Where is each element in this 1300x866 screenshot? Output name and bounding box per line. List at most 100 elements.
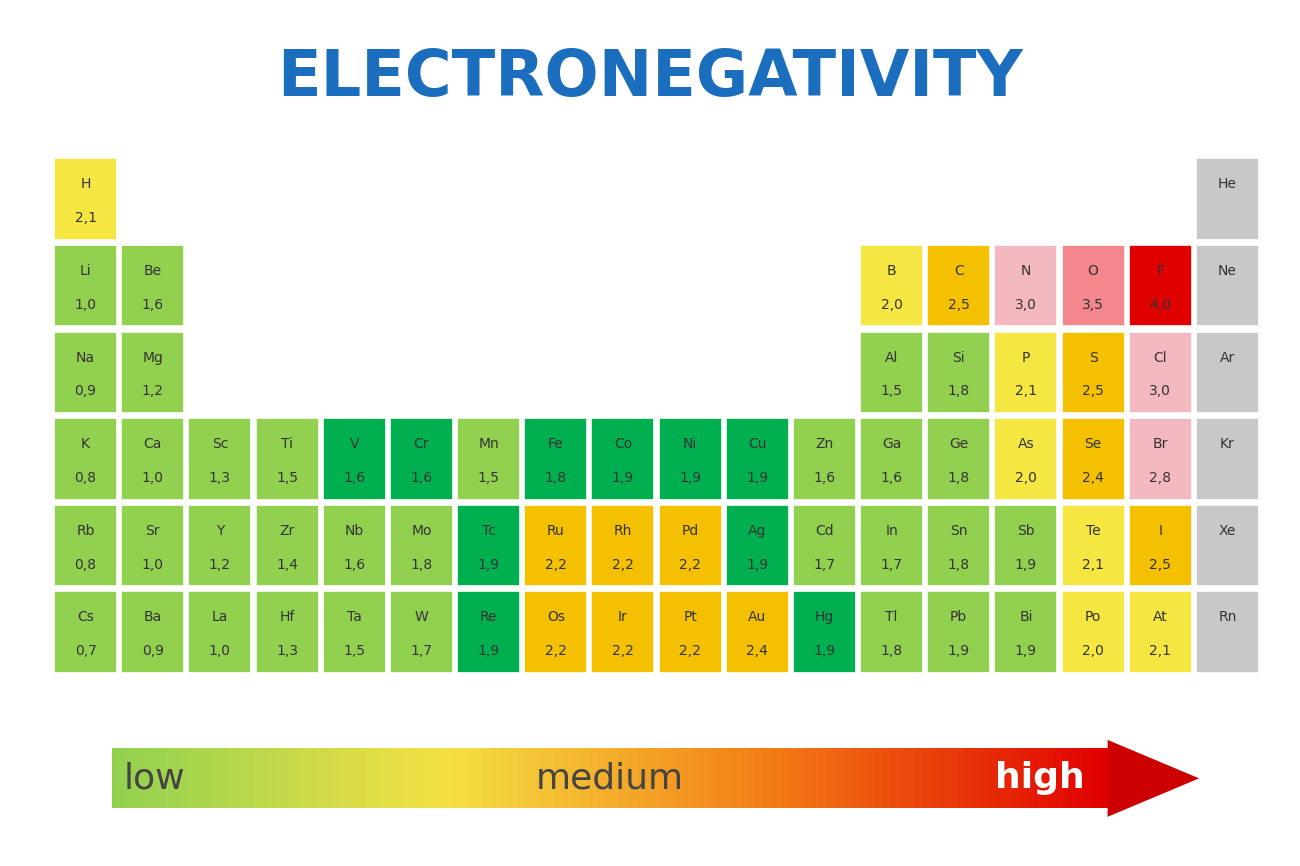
Text: 1,0: 1,0 — [209, 644, 231, 658]
Bar — [1065, 748, 1069, 809]
Bar — [493, 748, 497, 809]
Bar — [727, 748, 731, 809]
Bar — [607, 748, 611, 809]
Bar — [316, 748, 320, 809]
Bar — [1043, 748, 1047, 809]
Text: 2,0: 2,0 — [880, 298, 902, 312]
Text: In: In — [885, 524, 898, 538]
Bar — [150, 748, 152, 809]
Bar — [261, 748, 265, 809]
Text: 1,0: 1,0 — [142, 471, 164, 485]
Bar — [384, 748, 386, 809]
Bar — [217, 748, 220, 809]
Bar — [889, 748, 892, 809]
Bar — [182, 748, 185, 809]
Bar — [991, 748, 993, 809]
Text: Te: Te — [1086, 524, 1100, 538]
Bar — [854, 748, 857, 809]
Bar — [862, 748, 865, 809]
Bar — [458, 505, 520, 586]
Bar — [524, 591, 588, 673]
Text: 1,6: 1,6 — [814, 471, 836, 485]
Bar — [282, 748, 285, 809]
Bar — [348, 748, 352, 809]
Text: 1,0: 1,0 — [142, 558, 164, 572]
Text: Re: Re — [480, 611, 498, 624]
Bar — [772, 748, 775, 809]
Bar — [615, 748, 618, 809]
Bar — [478, 748, 481, 809]
Bar — [814, 748, 818, 809]
Bar — [911, 748, 914, 809]
Bar — [861, 245, 923, 326]
Bar — [403, 748, 407, 809]
Bar — [1048, 748, 1050, 809]
Text: 1,9: 1,9 — [746, 471, 768, 485]
Bar — [966, 748, 968, 809]
Text: Xe: Xe — [1218, 524, 1236, 538]
Bar — [833, 748, 837, 809]
Bar — [927, 505, 991, 586]
Bar — [490, 748, 494, 809]
Text: K: K — [81, 437, 90, 451]
Bar — [827, 748, 829, 809]
Bar — [994, 245, 1057, 326]
Bar — [927, 418, 991, 500]
Bar — [399, 748, 402, 809]
Bar — [473, 748, 476, 809]
Text: Sn: Sn — [950, 524, 967, 538]
Bar — [944, 748, 946, 809]
Bar — [458, 748, 461, 809]
Text: O: O — [1088, 264, 1098, 278]
Bar — [630, 748, 633, 809]
Text: medium: medium — [536, 761, 684, 795]
Bar — [846, 748, 849, 809]
Bar — [147, 748, 151, 809]
Bar — [1128, 418, 1192, 500]
Bar — [1097, 748, 1101, 809]
Text: Cs: Cs — [77, 611, 94, 624]
Bar — [547, 748, 551, 809]
Bar — [1034, 748, 1036, 809]
Text: Ar: Ar — [1219, 351, 1235, 365]
Bar — [226, 748, 230, 809]
Bar — [294, 748, 296, 809]
Bar — [558, 748, 560, 809]
Bar — [1128, 591, 1192, 673]
Bar — [334, 748, 337, 809]
Bar — [762, 748, 764, 809]
Bar — [369, 748, 372, 809]
Bar — [802, 748, 805, 809]
Bar — [887, 748, 889, 809]
Bar — [55, 505, 117, 586]
Bar — [1088, 748, 1091, 809]
Bar — [188, 505, 251, 586]
Bar — [680, 748, 682, 809]
Bar — [543, 748, 546, 809]
Text: Zr: Zr — [280, 524, 295, 538]
Bar — [664, 748, 668, 809]
Bar — [212, 748, 214, 809]
Text: V: V — [350, 437, 359, 451]
Bar — [322, 505, 386, 586]
Bar — [1004, 748, 1006, 809]
Text: Br: Br — [1153, 437, 1167, 451]
Bar — [204, 748, 208, 809]
Bar — [318, 748, 322, 809]
Bar — [645, 748, 647, 809]
Text: Ti: Ti — [281, 437, 292, 451]
Bar — [121, 245, 185, 326]
Text: 1,3: 1,3 — [276, 644, 298, 658]
Bar — [165, 748, 168, 809]
Bar — [1196, 158, 1258, 240]
Bar — [448, 748, 451, 809]
Bar — [1196, 505, 1258, 586]
Bar — [312, 748, 315, 809]
Text: ELECTRONEGATIVITY: ELECTRONEGATIVITY — [277, 47, 1023, 109]
Bar — [692, 748, 696, 809]
Bar — [677, 748, 680, 809]
Text: 0,7: 0,7 — [74, 644, 96, 658]
Bar — [498, 748, 501, 809]
Bar — [628, 748, 630, 809]
Bar — [580, 748, 584, 809]
